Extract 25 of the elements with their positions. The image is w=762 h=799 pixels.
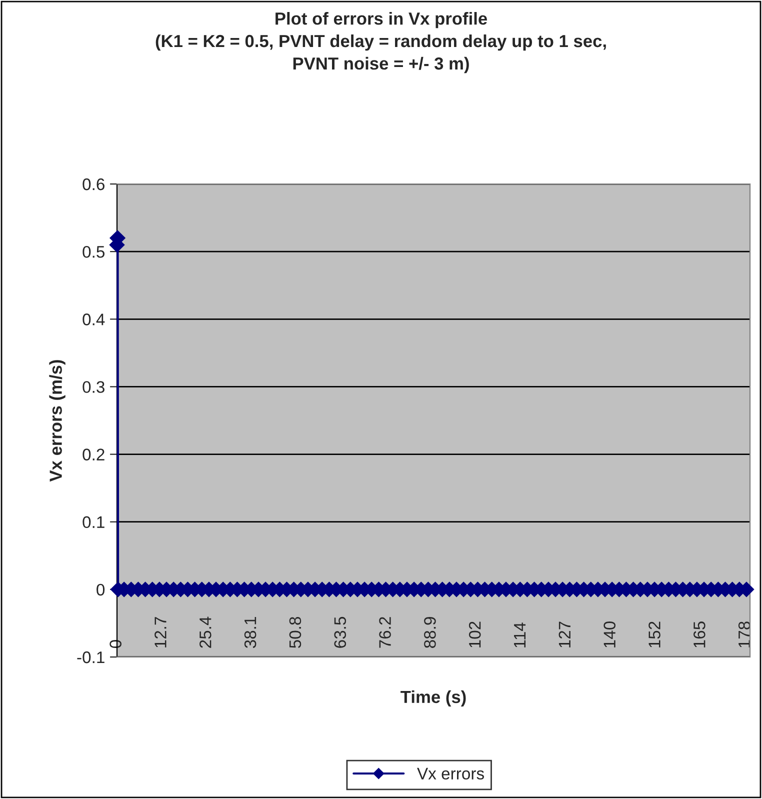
y-tick-label: 0 xyxy=(96,584,105,596)
x-tick-label: 140 xyxy=(604,622,616,648)
x-tick-label: 114 xyxy=(514,622,526,648)
chart-title: Plot of errors in Vx profile (K1 = K2 = 0.5, PVNT delay = random delay up to 1 sec, PVNT noise = +/- 3 m) xyxy=(156,12,606,74)
x-tick-label: 165 xyxy=(694,622,706,648)
x-tick-label: 76.2 xyxy=(379,617,391,648)
x-tick-label: 127 xyxy=(558,622,570,648)
x-tick-label: 12.7 xyxy=(154,617,166,648)
x-tick-label: 102 xyxy=(468,622,481,648)
x-tick-label: 25.4 xyxy=(199,616,212,648)
x-axis-title: Time (s) xyxy=(400,690,466,707)
y-tick-label: 0.6 xyxy=(82,178,104,190)
y-tick-label: 0.3 xyxy=(82,381,104,393)
y-tick-label: 0.4 xyxy=(82,314,105,326)
legend-label: Vx errors xyxy=(417,768,484,780)
x-tick-label: 152 xyxy=(648,622,660,648)
y-tick-label: -0.1 xyxy=(77,651,104,664)
x-tick-label: 63.5 xyxy=(334,616,346,648)
y-tick-label: 0.5 xyxy=(82,246,104,258)
x-tick-label: 88.9 xyxy=(424,617,436,648)
y-axis-title: Vx errors (m/s) xyxy=(49,360,66,482)
x-tick-label: 38.1 xyxy=(244,617,256,648)
x-tick-label: 50.8 xyxy=(289,616,302,648)
y-tick-label: 0.2 xyxy=(82,448,104,460)
y-tick-label: 0.1 xyxy=(82,516,104,528)
